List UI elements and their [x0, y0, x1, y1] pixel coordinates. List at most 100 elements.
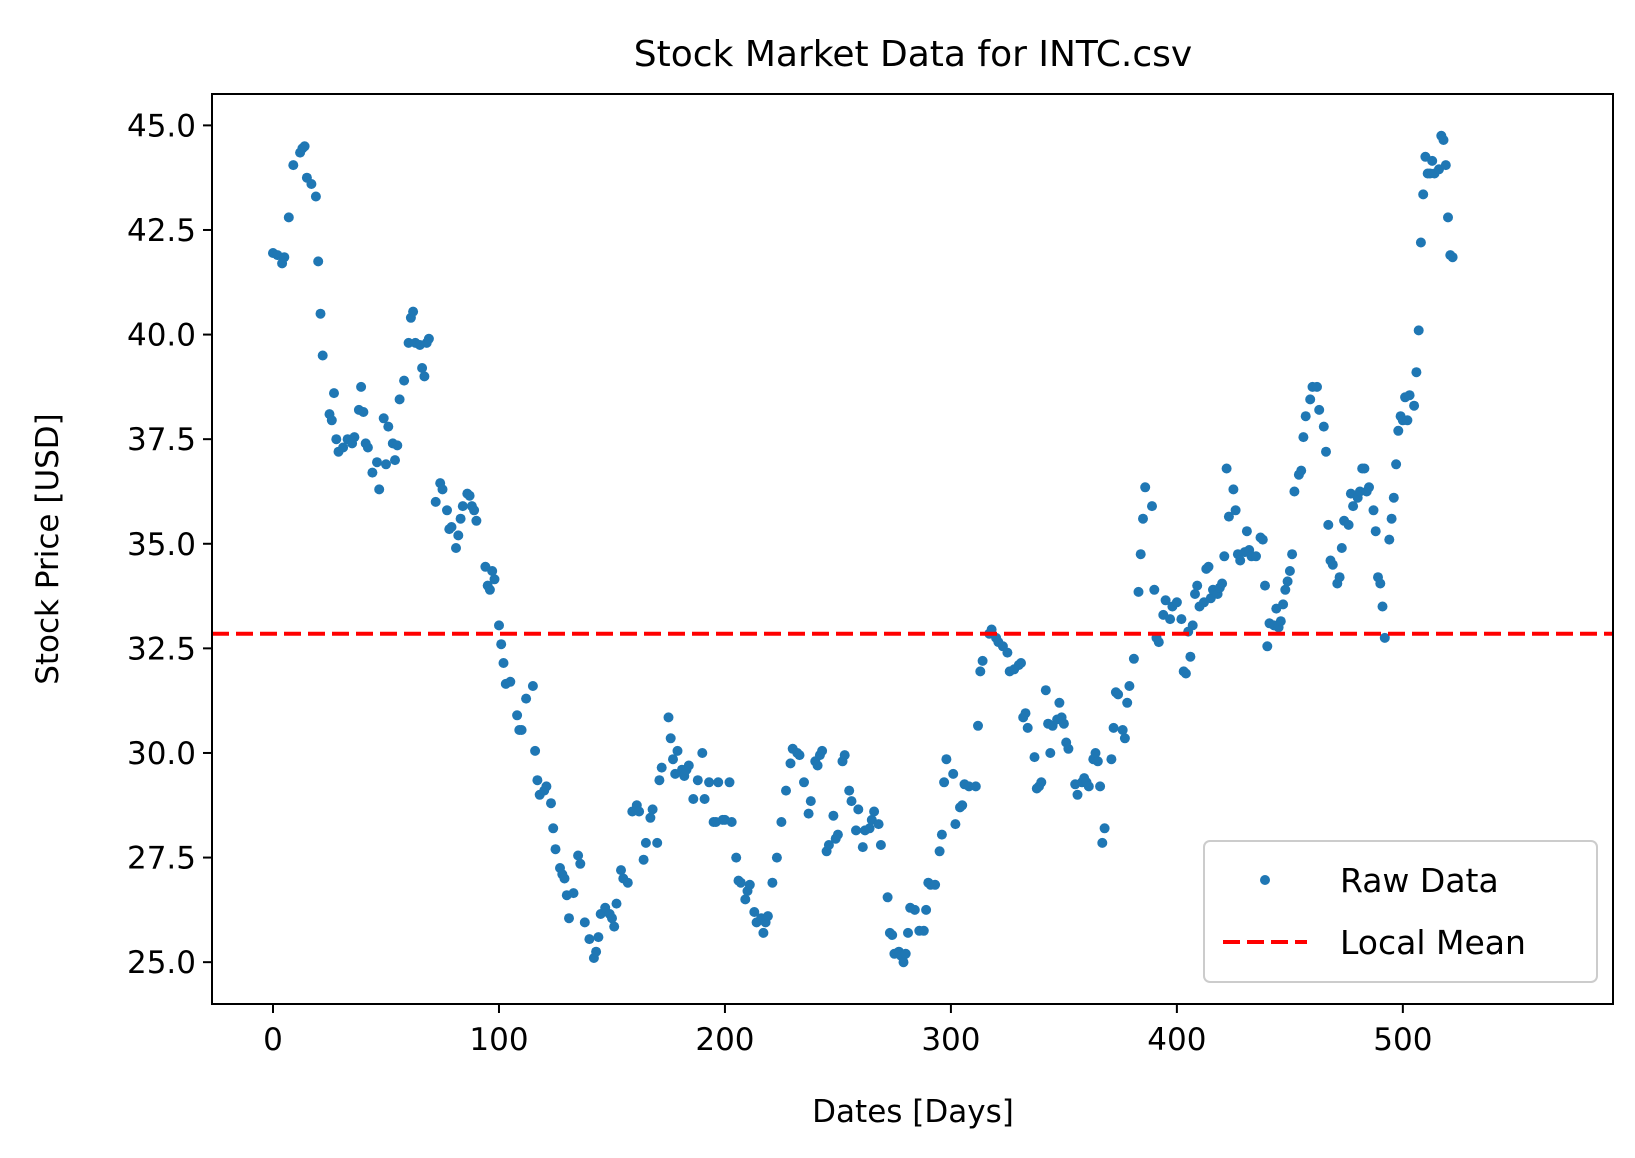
data-point-355: [1388, 492, 1399, 503]
data-point-198: [921, 904, 932, 915]
data-point-255: [1106, 754, 1117, 765]
data-point-168: [823, 840, 834, 850]
data-point-140: [731, 852, 742, 863]
data-point-182: [869, 806, 880, 817]
data-point-350: [1375, 578, 1386, 589]
data-point-296: [1223, 511, 1234, 522]
data-point-197: [918, 925, 929, 936]
data-point-23: [349, 432, 360, 443]
data-point-293: [1217, 578, 1228, 589]
data-point-66: [484, 584, 495, 595]
y-tick-label-4: 35.0: [127, 527, 196, 563]
data-point-32: [378, 413, 389, 424]
data-point-177: [853, 804, 864, 815]
data-point-18: [331, 434, 342, 445]
data-point-77: [521, 693, 532, 704]
data-point-4: [283, 212, 294, 223]
data-point-73: [505, 676, 516, 687]
data-point-340: [1348, 501, 1359, 512]
data-point-56: [453, 530, 464, 541]
y-tick-label-6: 40.0: [127, 318, 196, 354]
data-point-324: [1300, 411, 1311, 422]
x-tick-label-4: 400: [1147, 1022, 1206, 1058]
data-point-348: [1370, 526, 1381, 537]
data-point-366: [1415, 237, 1426, 248]
data-point-305: [1251, 551, 1261, 562]
data-point-30: [372, 457, 382, 468]
legend-label-local-mean: Local Mean: [1340, 923, 1526, 962]
y-axis-ticks: 25.0 27.5 30.0 32.5 35.0 37.5 40.0 42.5 45.0: [127, 108, 212, 981]
data-point-277: [1176, 614, 1187, 625]
data-point-89: [559, 873, 570, 884]
data-point-281: [1185, 651, 1196, 662]
data-point-320: [1289, 486, 1300, 497]
data-point-171: [832, 829, 843, 840]
data-point-162: [805, 796, 816, 807]
data-point-297: [1228, 484, 1239, 495]
data-point-118: [656, 762, 667, 773]
data-point-95: [579, 917, 590, 928]
data-point-152: [767, 877, 778, 888]
data-point-57: [455, 513, 466, 524]
y-axis-label: Stock Price [USD]: [30, 413, 66, 685]
data-point-48: [423, 333, 434, 344]
data-point-331: [1323, 519, 1334, 530]
data-point-10: [306, 179, 317, 189]
data-point-316: [1280, 584, 1291, 595]
data-point-202: [934, 846, 945, 857]
data-point-164: [812, 760, 823, 771]
data-point-201: [930, 879, 941, 890]
data-point-49: [430, 496, 441, 507]
data-point-114: [645, 812, 656, 823]
data-point-356: [1391, 459, 1402, 470]
y-tick-label-1: 27.5: [127, 841, 196, 877]
data-point-96: [584, 934, 595, 945]
x-tick-label-1: 100: [469, 1022, 528, 1058]
data-point-333: [1327, 559, 1338, 570]
data-point-86: [550, 844, 561, 855]
data-point-153: [771, 852, 782, 863]
plot-frame: [211, 93, 1614, 1005]
data-point-225: [1016, 658, 1026, 668]
data-point-149: [758, 927, 769, 938]
data-point-8: [299, 141, 310, 152]
data-point-207: [950, 819, 961, 830]
data-point-352: [1379, 632, 1390, 643]
data-point-357: [1393, 425, 1404, 436]
y-tick-label-8: 45.0: [127, 108, 196, 144]
data-point-187: [887, 930, 898, 940]
data-point-298: [1230, 505, 1241, 516]
data-point-279: [1180, 668, 1191, 679]
data-point-130: [697, 748, 708, 758]
data-point-105: [611, 898, 622, 909]
data-point-329: [1318, 421, 1329, 432]
data-point-233: [1040, 685, 1051, 696]
data-point-206: [948, 768, 959, 779]
data-point-262: [1124, 681, 1135, 691]
data-point-227: [1020, 708, 1031, 719]
data-point-269: [1149, 584, 1160, 595]
x-tick-label-5: 500: [1373, 1022, 1432, 1058]
data-point-84: [546, 798, 556, 809]
data-point-335: [1334, 572, 1345, 583]
data-point-240: [1058, 718, 1069, 729]
data-point-92: [568, 888, 579, 899]
data-point-242: [1063, 743, 1074, 754]
data-point-63: [471, 515, 482, 526]
y-tick-label-3: 32.5: [127, 631, 196, 667]
data-point-364: [1411, 367, 1422, 378]
data-point-362: [1404, 390, 1415, 401]
data-point-12: [313, 256, 324, 267]
x-axis-label: Dates [Days]: [812, 1094, 1014, 1130]
data-point-166: [817, 745, 828, 756]
y-tick-label-7: 42.5: [127, 213, 196, 249]
data-point-85: [548, 823, 559, 834]
data-point-55: [451, 543, 461, 553]
data-point-307: [1257, 534, 1268, 545]
data-point-128: [688, 794, 699, 804]
data-point-129: [692, 775, 703, 786]
raw-data-points: [268, 130, 1458, 968]
data-point-36: [390, 455, 400, 466]
data-point-37: [392, 440, 403, 451]
data-point-263: [1128, 653, 1139, 664]
